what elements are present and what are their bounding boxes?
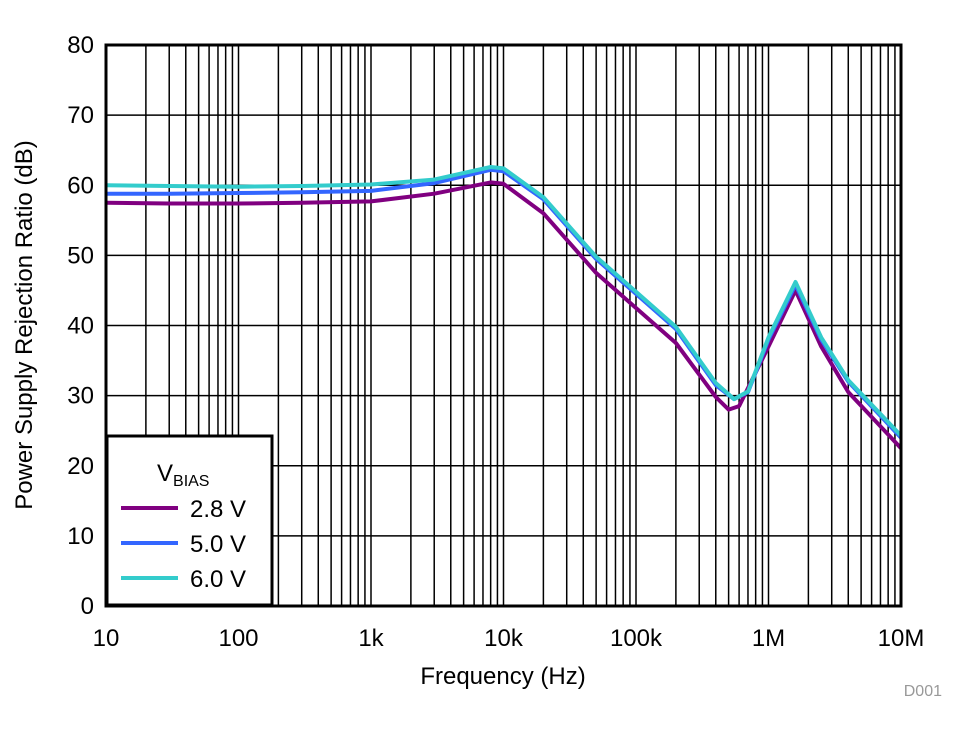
legend-label: 5.0 V — [190, 531, 246, 558]
y-tick-labels: 0 10 20 30 40 50 60 70 80 — [67, 32, 94, 620]
y-tick-label: 0 — [81, 593, 94, 620]
y-tick-label: 70 — [67, 102, 94, 129]
y-tick-label: 30 — [67, 383, 94, 410]
series-line-28V — [105, 180, 903, 450]
legend-label: 2.8 V — [190, 496, 246, 523]
y-tick-label: 80 — [67, 32, 94, 59]
y-tick-label: 50 — [67, 242, 94, 269]
legend: VBIAS 2.8 V 5.0 V 6.0 V — [105, 434, 274, 607]
plot-frame — [104, 43, 903, 608]
y-tick-label: 60 — [67, 172, 94, 199]
y-axis-label: Power Supply Rejection Ratio (dB) — [11, 140, 38, 510]
y-tick-label: 10 — [67, 523, 94, 550]
x-tick-label: 100k — [610, 625, 663, 652]
series-line-60V — [105, 165, 903, 437]
x-tick-label: 10k — [484, 625, 524, 652]
x-tick-label: 10 — [93, 625, 120, 652]
y-tick-label: 40 — [67, 313, 94, 340]
x-tick-label: 1M — [752, 625, 785, 652]
x-axis-label: Frequency (Hz) — [420, 663, 585, 690]
x-tick-label: 100 — [218, 625, 258, 652]
x-tick-label: 1k — [358, 625, 384, 652]
watermark: D001 — [904, 683, 942, 700]
y-tick-label: 20 — [67, 453, 94, 480]
series-lines — [105, 165, 903, 450]
legend-label: 6.0 V — [190, 566, 246, 593]
legend-title: VBIAS — [157, 460, 209, 490]
x-tick-label: 10M — [878, 625, 925, 652]
x-tick-labels: 10 100 1k 10k 100k 1M 10M — [93, 625, 925, 652]
